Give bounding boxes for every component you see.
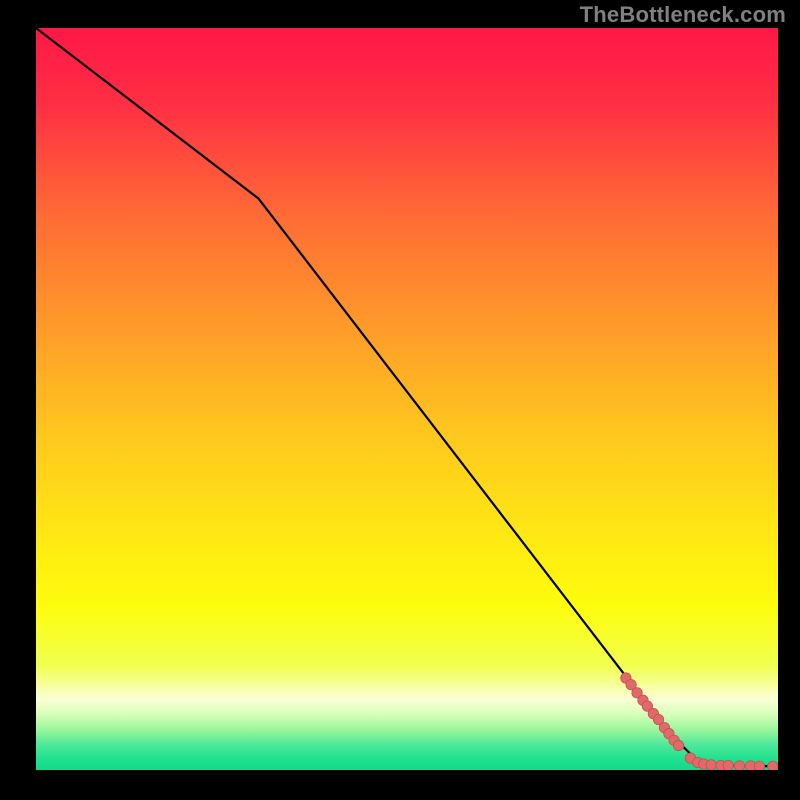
gradient-background — [36, 28, 778, 770]
marker-point — [768, 761, 778, 770]
marker-point — [706, 760, 716, 770]
marker-point — [734, 761, 744, 770]
chart-svg — [36, 28, 778, 770]
marker-point — [673, 740, 683, 750]
plot-area — [36, 28, 778, 770]
marker-point — [754, 761, 764, 770]
watermark-text: TheBottleneck.com — [580, 2, 786, 28]
marker-point — [723, 760, 733, 770]
canvas: TheBottleneck.com — [0, 0, 800, 800]
